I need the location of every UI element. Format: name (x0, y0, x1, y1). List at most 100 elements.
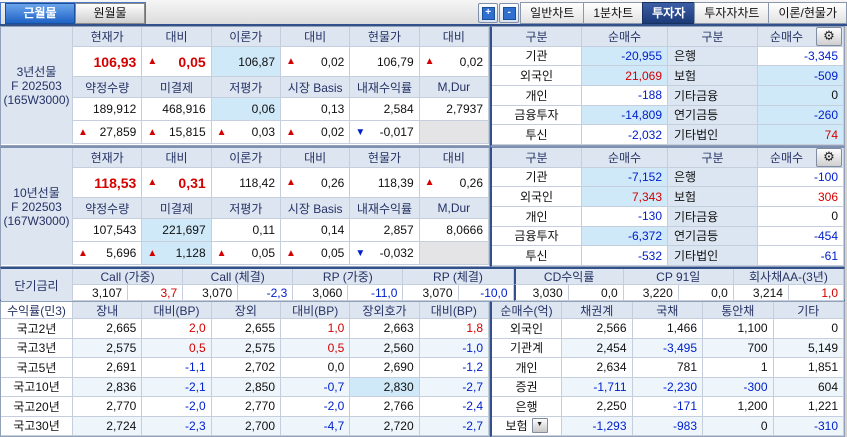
column-header: 장외 (211, 302, 281, 319)
netbuy-cell: 604 (773, 377, 844, 397)
futures-10yr-block: 10년선물 F 202503 (167W3000) 현재가 대비 이론가 대비 현물가 대비 11… (0, 146, 490, 267)
column-header: 약정수량 (73, 198, 143, 219)
value-cell: 106,79 (350, 47, 420, 77)
value-cell: 118,39 (350, 168, 420, 198)
bond-name: 국고30년 (1, 416, 73, 436)
column-header: 순매수 (582, 148, 668, 168)
up-arrow-icon: ▲ (147, 177, 158, 188)
netbuy-cell: 0 (773, 319, 844, 339)
tab-일반차트[interactable]: 일반차트 (520, 2, 584, 24)
yield-cell: 2,560 (350, 338, 420, 358)
column-header: 대비 (419, 27, 489, 47)
futures-contract-label: 3년선물 F 202503 (165W3000) (1, 27, 73, 144)
up-arrow-icon: ▲ (286, 247, 296, 259)
rate-value: 3,060 (293, 285, 349, 301)
column-header: 현물가 (350, 148, 420, 168)
up-arrow-icon: ▲ (147, 56, 158, 67)
change-cell (419, 242, 489, 265)
change-cell: ▲ 0,05 (211, 242, 281, 265)
yield-cell: 2,690 (350, 358, 420, 378)
change-cell: ▲ 1,128 (142, 242, 212, 265)
yield-cell: 2,575 (211, 338, 281, 358)
settings-gear-button[interactable]: ⚙ (816, 148, 842, 167)
value-cell: ▲ 0,05 (142, 47, 212, 77)
column-header: 구분 (492, 148, 582, 168)
yield-table-title: 수익률(민3) (1, 302, 73, 319)
rate-change: 3,7 (128, 285, 184, 301)
yield-cell: 2,830 (350, 377, 420, 397)
top-tab-bar: 근월물 원월물 + - 일반차트 1분차트 투자자 투자자차트 이론/현물가 (0, 0, 847, 26)
netbuy-value: 0 (758, 206, 844, 227)
yield-cell: 2,724 (73, 416, 143, 436)
change-cell: ▲ 15,815 (142, 121, 212, 144)
tab-원월물[interactable]: 원월물 (75, 3, 145, 24)
bond-name: 국고10년 (1, 377, 73, 397)
short-term-rates-block: 단기금리 Call (가중) Call (체결) RP (가중) RP (체결) CD수… (0, 267, 845, 301)
column-header: 대비 (281, 27, 351, 47)
netbuy-cell: 1,466 (632, 319, 703, 339)
column-header: 순매수 (582, 27, 668, 47)
rate-value: 3,107 (73, 285, 129, 301)
investor-name: 은행 (668, 167, 758, 188)
netbuy-cell: 781 (632, 358, 703, 378)
investor-name: 투신 (492, 125, 582, 145)
change-cell (419, 121, 489, 144)
tab-1분차트[interactable]: 1분차트 (583, 2, 643, 24)
netbuy-value: 21,069 (582, 66, 668, 86)
yield-cell: -1,0 (419, 338, 489, 358)
view-mode-tabs: + - 일반차트 1분차트 투자자 투자자차트 이론/현물가 (478, 2, 847, 24)
netbuy-cell: 1,851 (773, 358, 844, 378)
up-arrow-icon: ▲ (286, 177, 296, 188)
column-header: 대비(BP) (419, 302, 489, 319)
yield-cell: 2,720 (350, 416, 420, 436)
investor-name: 개인 (492, 206, 582, 227)
value-cell: 2,857 (350, 219, 420, 242)
tab-근월물[interactable]: 근월물 (5, 3, 75, 24)
rate-header: CD수익률 (513, 269, 624, 285)
rate-value: 3,214 (733, 285, 789, 301)
investor-name: 보험 (668, 66, 758, 86)
column-header: 현물가 (350, 27, 420, 47)
investor-name: 연기금등 (668, 226, 758, 247)
settings-gear-button[interactable]: ⚙ (816, 27, 842, 46)
netbuy-row-select-dropdown[interactable]: ▼ (531, 418, 548, 434)
tile-plus-button[interactable]: + (478, 3, 499, 23)
yield-cell: 2,575 (73, 338, 143, 358)
short-term-rates-label: 단기금리 (1, 269, 73, 301)
column-header: 대비(BP) (281, 302, 351, 319)
investor-name: 보험 ▼ (492, 416, 562, 436)
up-arrow-icon: ▲ (147, 247, 158, 259)
value-cell: 0,14 (281, 219, 351, 242)
column-header: 장내 (73, 302, 143, 319)
investor-name: 연기금등 (668, 105, 758, 126)
tab-투자자차트[interactable]: 투자자차트 (694, 2, 769, 24)
netbuy-value: -61 (758, 246, 844, 266)
column-header: 대비 (419, 148, 489, 168)
investor-name: 기타금융 (668, 206, 758, 227)
rate-change: -2,3 (238, 285, 294, 301)
netbuy-value: 74 (758, 125, 844, 145)
main-grid: 3년선물 F 202503 (165W3000) 현재가 대비 이론가 대비 현물가 대비 106… (0, 26, 847, 437)
tab-투자자[interactable]: 투자자 (642, 2, 695, 24)
column-header: 대비 (142, 27, 212, 47)
netbuy-value: -260 (758, 105, 844, 126)
yield-cell: 2,655 (211, 319, 281, 339)
tab-이론/현물가[interactable]: 이론/현물가 (768, 2, 847, 24)
column-header: 내재수익률 (350, 198, 420, 219)
investor-table-3yr: 구분 순매수 구분 순매수 ⚙ 기관 -20,955 은행 -3,345 외국인 21,069 보험 -… (490, 26, 845, 146)
yield-cell: 2,0 (142, 319, 212, 339)
tile-minus-button[interactable]: - (499, 3, 520, 23)
netbuy-table-block: 순매수(억) 채권계 국채 통안채 기타 외국인 2,566 1,466 1,100 0 기관계 2… (490, 301, 845, 437)
netbuy-cell: -171 (632, 397, 703, 417)
investor-name: 금융투자 (492, 105, 582, 126)
up-arrow-icon: ▲ (78, 247, 88, 259)
yield-cell: -4,7 (281, 416, 351, 436)
netbuy-cell: -3,495 (632, 338, 703, 358)
column-header-label: 순매수 (769, 150, 804, 165)
netbuy-cell: -2,230 (632, 377, 703, 397)
value-cell: 106,87 (211, 47, 281, 77)
column-header: 저평가 (211, 77, 281, 98)
column-header: 국채 (632, 302, 703, 319)
column-header: 구분 (492, 27, 582, 47)
